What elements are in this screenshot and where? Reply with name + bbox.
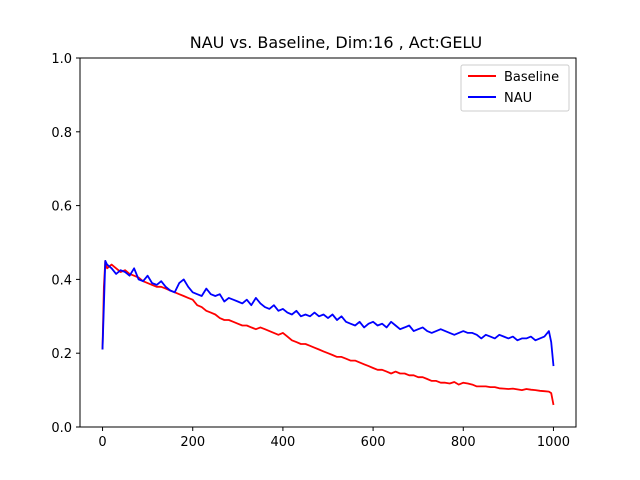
chart-title: NAU vs. Baseline, Dim:16 , Act:GELU <box>190 33 483 52</box>
x-tick-label-2: 400 <box>270 435 295 450</box>
legend-label-nau: NAU <box>504 91 532 106</box>
x-tick-label-1: 200 <box>180 435 205 450</box>
legend: Baseline NAU <box>460 64 570 112</box>
y-tick-label-2: 0.4 <box>51 273 72 288</box>
y-tick-label-5: 1.0 <box>51 52 72 67</box>
axis-ticks: 0 200 400 600 800 1000 0.0 0.2 0.4 0.6 0.8 1.0 <box>51 52 570 450</box>
x-tick-label-5: 1000 <box>537 435 570 450</box>
x-tick-label-4: 800 <box>451 435 476 450</box>
y-tick-label-3: 0.6 <box>51 200 72 215</box>
plot-frame <box>79 57 577 428</box>
y-tick-label-0: 0.0 <box>51 421 72 436</box>
legend-label-baseline: Baseline <box>504 70 559 85</box>
x-tick-label-3: 600 <box>361 435 386 450</box>
x-tick-label-0: 0 <box>98 435 106 450</box>
series-line-nau <box>101 259 555 367</box>
y-tick-label-1: 0.2 <box>51 347 72 362</box>
y-tick-label-4: 0.8 <box>51 126 72 141</box>
series-line-baseline <box>101 259 555 406</box>
series-lines <box>101 259 555 406</box>
